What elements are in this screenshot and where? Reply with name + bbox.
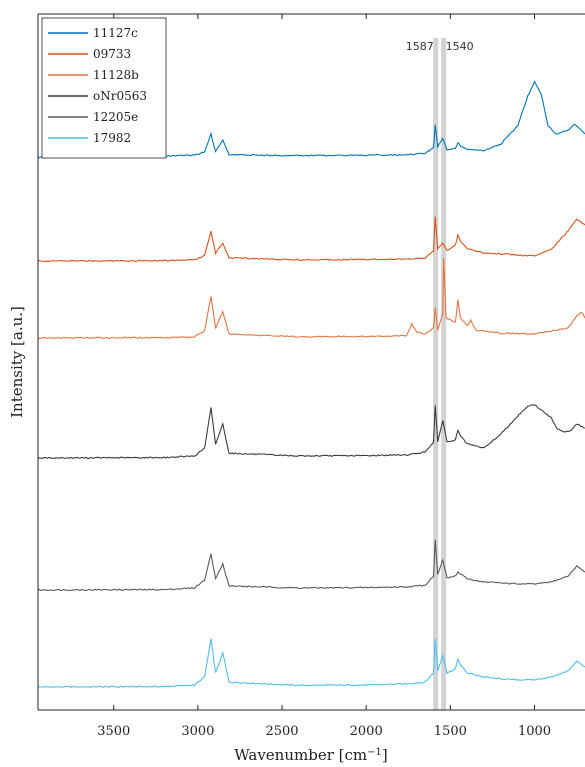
x-tick-label-1500: 1500 (434, 724, 467, 739)
x-tick-layer: 3500 3000 2500 2000 1500 1000 (97, 14, 551, 739)
x-tick-label-2500: 2500 (265, 724, 298, 739)
x-tick-label-3000: 3000 (181, 724, 214, 739)
legend-label-17982: 17982 (93, 131, 131, 145)
legend-label-11128b: 11128b (93, 68, 139, 82)
series-line-17982 (37, 638, 585, 689)
legend: 11127c 09733 11128b oNr0563 12205e 17982 (41, 17, 167, 159)
series-line-09733 (37, 216, 585, 262)
x-axis-title: Wavenumber [cm−1] (234, 746, 387, 764)
annotation-layer: 1587 1540 (406, 38, 474, 710)
x-tick-label-3500: 3500 (97, 724, 130, 739)
legend-label-09733: 09733 (93, 47, 131, 61)
series-line-12205e (37, 539, 585, 592)
series-line-11128b (37, 258, 585, 340)
x-tick-label-2000: 2000 (350, 724, 383, 739)
legend-box (41, 17, 167, 159)
series-line-oNr0563 (37, 404, 585, 460)
legend-label-12205e: 12205e (93, 110, 138, 124)
annotation-label-1587: 1587 (406, 40, 434, 53)
y-axis-title: Intensity [a.u.] (8, 306, 26, 418)
annotation-label-1540: 1540 (446, 40, 474, 53)
legend-label-oNr0563: oNr0563 (93, 89, 147, 103)
legend-label-11127c: 11127c (93, 26, 138, 40)
x-tick-label-1000: 1000 (518, 724, 551, 739)
